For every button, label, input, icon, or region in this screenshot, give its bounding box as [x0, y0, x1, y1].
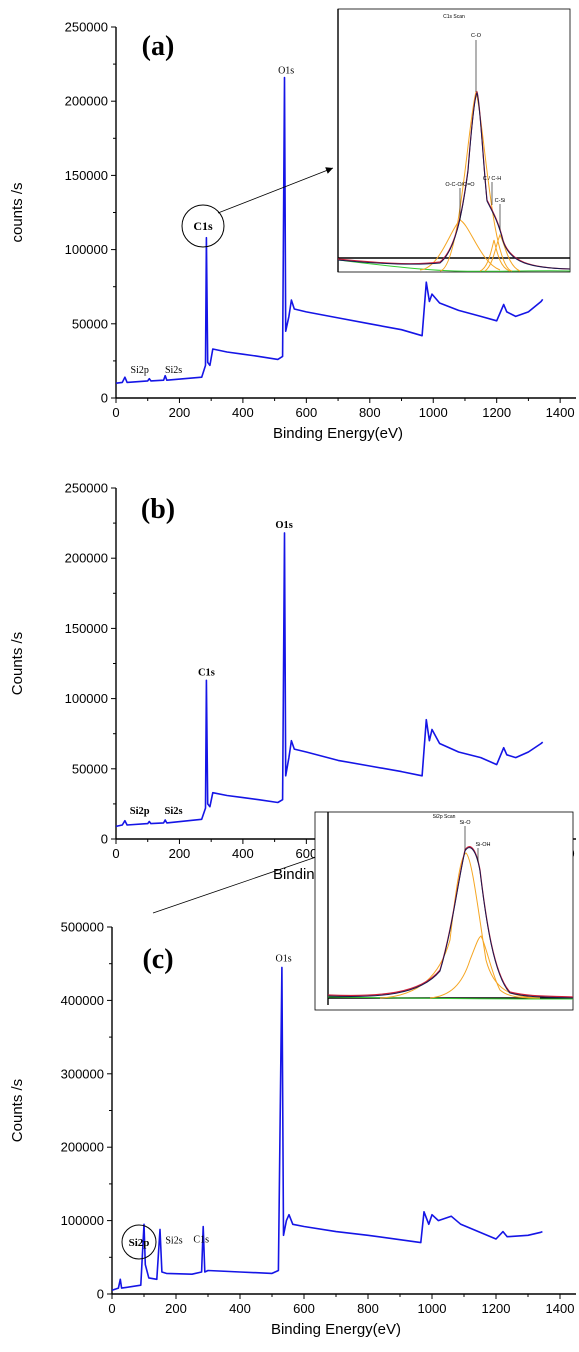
- peak-label: C1s: [193, 219, 213, 233]
- y-axis-title: Counts /s: [9, 632, 26, 695]
- inset-envelope: [327, 847, 574, 999]
- inset-title: C1s Scan: [443, 14, 465, 20]
- inset-title: Si2p Scan: [433, 814, 456, 820]
- panel-label: (b): [141, 494, 175, 525]
- panel-label: (a): [142, 31, 175, 62]
- y-tick-label: 0: [101, 832, 108, 847]
- y-tick-label: 500000: [61, 920, 104, 935]
- x-tick-label: 0: [112, 405, 119, 420]
- y-tick-label: 0: [101, 391, 108, 406]
- x-tick-label: 800: [357, 1301, 379, 1316]
- x-tick-label: 600: [295, 405, 317, 420]
- survey-spectrum-line: [111, 966, 543, 1292]
- inset-pointer-arrowhead: [325, 167, 333, 174]
- y-tick-label: 150000: [65, 168, 108, 183]
- peak-label: O1s: [278, 65, 294, 76]
- x-axis-title: Binding Energy(eV): [273, 425, 403, 442]
- x-tick-label: 200: [169, 846, 191, 861]
- peak-label: Si2p: [131, 365, 149, 376]
- inset-label-cc: C / C-H: [483, 176, 501, 182]
- inset-envelope: [337, 91, 571, 270]
- x-tick-label: 400: [232, 405, 254, 420]
- y-tick-label: 150000: [65, 621, 108, 636]
- y-tick-label: 100000: [65, 691, 108, 706]
- peak-label: C1s: [198, 667, 215, 678]
- y-tick-label: 250000: [65, 20, 108, 35]
- y-tick-label: 50000: [72, 761, 108, 776]
- x-tick-label: 1000: [418, 1301, 447, 1316]
- panel-c: 0 200 400 600 800 1000 1200 1400 0 100000 200000 30…: [9, 841, 576, 1338]
- survey-spectrum-line: [115, 532, 544, 828]
- x-tick-label: 800: [359, 405, 381, 420]
- inset-component-cc: [479, 239, 511, 272]
- x-tick-label: 0: [108, 1301, 115, 1316]
- peak-label: O1s: [275, 520, 293, 531]
- y-axis-title: Counts /s: [9, 1079, 26, 1142]
- x-tick-label: 400: [229, 1301, 251, 1316]
- x-tick-label: 600: [293, 1301, 315, 1316]
- x-tick-label: 400: [232, 846, 254, 861]
- peak-label: Si2s: [165, 806, 183, 817]
- inset-component-csi: [484, 233, 521, 272]
- y-tick-label: 100000: [65, 242, 108, 257]
- inset-pointer-line: [217, 167, 334, 214]
- peak-label: Si2s: [165, 365, 182, 376]
- y-tick-label: 200000: [61, 1140, 104, 1155]
- panel-a: 0 200 400 600 800 1000 1200 1400 0 50000 100000 150…: [9, 20, 576, 442]
- x-tick-label: 0: [112, 846, 119, 861]
- peak-label: Si2p: [129, 1237, 150, 1249]
- inset-label-sioh: Si-OH: [476, 842, 491, 848]
- y-tick-label: 100000: [61, 1213, 104, 1228]
- inset-label-co: C-O: [471, 33, 482, 39]
- inset-raw-data: [327, 846, 574, 998]
- y-tick-label: 250000: [65, 481, 108, 496]
- y-tick-label: 200000: [65, 551, 108, 566]
- inset-c1s-scan: C1s Scan C-O O-C-O/C=O C / C-H C-Si: [337, 8, 571, 273]
- inset-frame: [314, 811, 574, 1011]
- peak-highlight-circle: [121, 1224, 157, 1260]
- y-tick-label: 50000: [72, 316, 108, 331]
- panel-label: (c): [142, 944, 173, 975]
- y-axis-title: counts /s: [9, 182, 26, 242]
- inset-frame: [337, 8, 571, 273]
- x-axis-title: Binding Energy(eV): [271, 1321, 401, 1338]
- inset-label-csi: C-Si: [495, 198, 506, 204]
- inset-component-sio: [379, 852, 541, 999]
- x-tick-label: 1400: [546, 1301, 575, 1316]
- survey-spectrum-line: [115, 76, 544, 384]
- inset-background-fit: [327, 996, 574, 1000]
- x-tick-label: 200: [169, 405, 191, 420]
- peak-label: O1s: [276, 953, 292, 964]
- x-tick-label: 1200: [482, 1301, 511, 1316]
- inset-si2p-scan: Si2p Scan Si-O Si-OH: [314, 811, 574, 1011]
- peak-label: Si2s: [165, 1235, 182, 1246]
- y-tick-label: 200000: [65, 94, 108, 109]
- inset-label-sio: Si-O: [460, 820, 472, 826]
- y-tick-label: 400000: [61, 993, 104, 1008]
- inset-background-fit: [337, 259, 571, 272]
- y-tick-label: 300000: [61, 1066, 104, 1081]
- peak-highlight-circle: [181, 204, 225, 248]
- x-tick-label: 600: [295, 846, 317, 861]
- x-tick-label: 1000: [419, 405, 448, 420]
- peak-label: Si2p: [130, 806, 150, 817]
- inset-label-oco: O-C-O/C=O: [445, 182, 475, 188]
- inset-component-sioh: [429, 935, 541, 999]
- peak-label: C1s: [193, 1234, 209, 1245]
- x-tick-label: 200: [165, 1301, 187, 1316]
- x-tick-label: 1200: [482, 405, 511, 420]
- y-tick-label: 0: [97, 1287, 104, 1302]
- x-tick-label: 1400: [546, 405, 575, 420]
